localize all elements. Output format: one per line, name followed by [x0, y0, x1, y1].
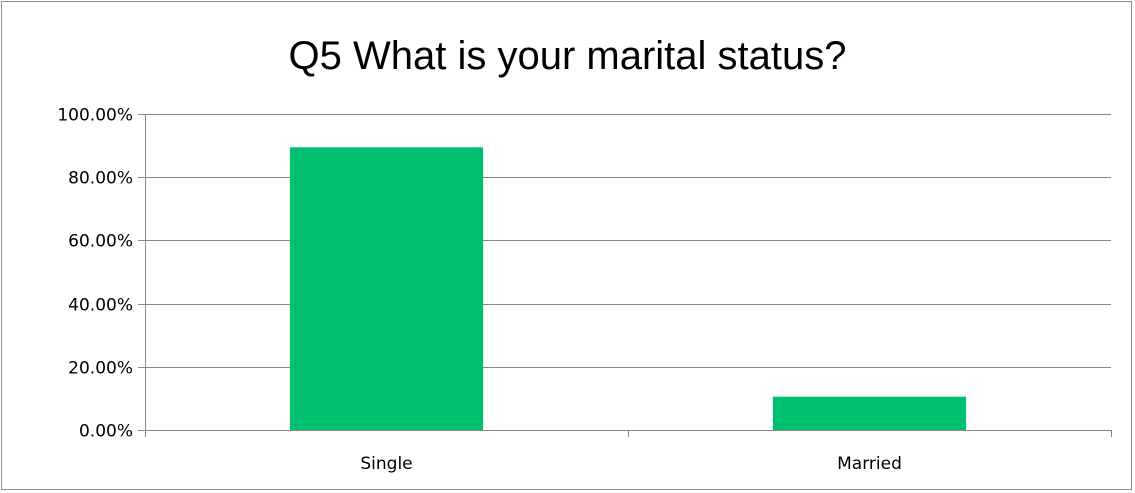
y-tick-label: 60.00% [68, 232, 133, 252]
bar-single [289, 147, 484, 431]
x-tick-label: Single [360, 454, 412, 474]
y-tick-label: 0.00% [79, 422, 133, 442]
y-tick-label: 20.00% [68, 359, 133, 379]
axes [138, 114, 1112, 437]
chart-title: Q5 What is your marital status? [288, 34, 847, 78]
tick-labels: 0.00% 20.00% 40.00% 60.00% 80.00% 100.00% Sing… [57, 106, 902, 475]
x-tick-label: Married [837, 454, 902, 474]
bar-married [772, 396, 967, 430]
bars [289, 147, 967, 431]
y-tick-label: 80.00% [68, 169, 133, 189]
y-tick-label: 100.00% [57, 106, 133, 126]
y-tick-label: 40.00% [68, 296, 133, 316]
